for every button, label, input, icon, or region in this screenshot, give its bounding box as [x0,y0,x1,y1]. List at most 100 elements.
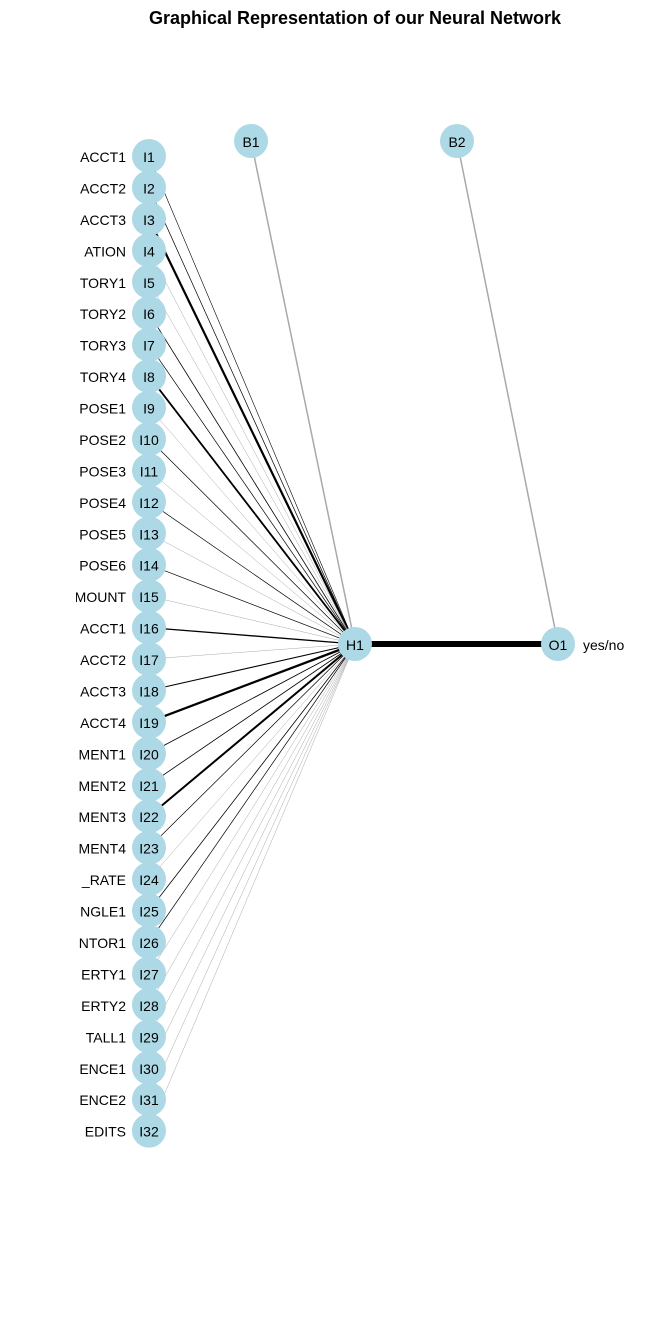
input-label-i24: _RATE [81,872,126,888]
input-label-i15: MOUNT [75,589,127,605]
node-i12 [132,484,166,519]
node-i24 [132,862,166,897]
edge-i13-h1 [148,533,356,645]
node-h1 [338,627,372,661]
input-label-i22: MENT3 [79,809,127,825]
node-label-h1: H1 [346,637,364,653]
node-label-i12: I12 [139,495,159,511]
node-i11 [132,453,166,488]
edge-i4-h1 [148,250,356,645]
node-label-i25: I25 [139,904,159,920]
input-label-i26: NTOR1 [79,935,126,951]
input-label-i31: ENCE2 [79,1092,126,1108]
input-label-i29: TALL1 [86,1029,126,1045]
edge-i3-h1 [148,218,356,645]
input-label-i10: POSE2 [79,432,126,448]
node-i15 [132,579,166,614]
node-i22 [132,799,166,834]
edge-i9-h1 [148,407,356,645]
node-label-i32: I32 [139,1124,159,1140]
edge-i32-h1 [148,643,356,1131]
node-label-i13: I13 [139,526,159,542]
node-i13 [132,516,166,551]
node-o1 [541,627,575,661]
edge-i5-h1 [148,281,356,645]
input-label-i13: POSE5 [79,526,126,542]
node-label-i2: I2 [143,180,155,196]
edge-i26-h1 [148,643,356,943]
node-label-i3: I3 [143,212,155,228]
node-label-i11: I11 [140,463,159,479]
node-i8 [132,359,166,394]
edge-i27-h1 [148,643,356,974]
edge-i28-h1 [148,643,356,1006]
node-i3 [132,201,166,236]
edge-i6-h1 [148,312,356,645]
node-i16 [132,610,166,645]
node-i30 [132,1050,166,1085]
edge-i12-h1 [148,501,356,645]
node-label-b1: B1 [242,134,259,150]
node-i9 [132,390,166,425]
node-label-i14: I14 [139,558,159,574]
node-label-i23: I23 [139,841,159,857]
node-i18 [132,673,166,708]
node-label-o1: O1 [549,637,568,653]
input-label-i3: ACCT3 [80,212,126,228]
input-label-i12: POSE4 [79,495,126,511]
edge-i23-h1 [148,643,356,848]
node-i6 [132,296,166,331]
node-i31 [132,1082,166,1117]
node-i27 [132,956,166,991]
node-label-i22: I22 [139,809,159,825]
input-label-i25: NGLE1 [80,904,126,920]
node-label-i26: I26 [139,935,159,951]
edge-i31-h1 [148,643,356,1100]
diagram-title: Graphical Representation of our Neural N… [148,8,562,28]
edge-i25-h1 [148,643,356,911]
node-label-i27: I27 [139,966,159,982]
node-i2 [132,170,166,205]
node-i4 [132,233,166,268]
node-labels: ACCT1 ACCT2 ACCT3 ATION TORY1 TORY2 TORY3 TORY4… [75,149,624,1140]
edge-i20-h1 [148,643,356,754]
input-label-i30: ENCE1 [79,1061,126,1077]
node-label-i24: I24 [139,872,159,888]
node-i21 [132,767,166,802]
node-i10 [132,421,166,456]
node-b2 [440,124,474,158]
node-label-i16: I16 [139,621,159,637]
edge-i2-h1 [148,187,356,645]
node-i23 [132,830,166,865]
input-label-i17: ACCT2 [80,652,126,668]
input-label-i5: TORY1 [80,275,126,291]
input-label-i2: ACCT2 [80,180,126,196]
node-i25 [132,893,166,928]
node-b1 [234,124,268,158]
node-label-i1: I1 [143,149,155,165]
input-label-i20: MENT1 [79,746,127,762]
edge-i21-h1 [148,643,356,786]
edge-i15-h1 [148,595,356,645]
node-label-i8: I8 [143,369,155,385]
edge-i24-h1 [148,643,356,880]
network-nodes: I1 I2 I3 I4 I5 I6 I7 I8 I9 I10 I11 I12 I13 I14 I15 I16 I… [132,124,575,1148]
node-i19 [132,704,166,739]
input-label-i1: ACCT1 [80,149,126,165]
node-label-i5: I5 [143,275,155,291]
node-i29 [132,1019,166,1054]
node-label-b2: B2 [448,134,465,150]
edge-i11-h1 [148,470,356,645]
input-label-i9: POSE1 [79,401,126,417]
edge-i1-h1 [148,155,356,645]
edge-i22-h1 [148,643,356,818]
node-label-i17: I17 [139,652,159,668]
edge-i14-h1 [148,564,356,645]
input-label-i14: POSE6 [79,558,126,574]
input-label-i8: TORY4 [80,369,126,385]
edge-i8-h1 [148,375,356,645]
node-label-i4: I4 [143,243,155,259]
input-label-i32: EDITS [85,1124,126,1140]
node-label-i15: I15 [139,589,159,605]
